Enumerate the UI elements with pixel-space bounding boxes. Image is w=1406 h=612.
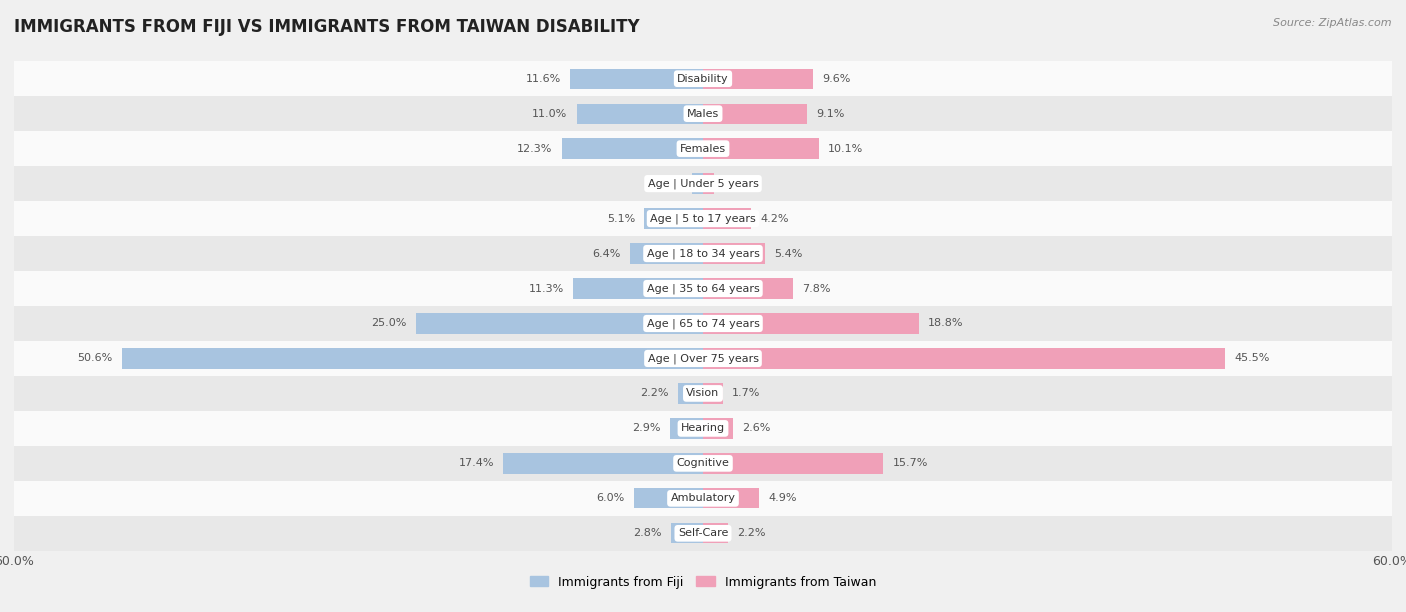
Text: 1.0%: 1.0% [724, 179, 752, 188]
Text: 12.3%: 12.3% [517, 144, 553, 154]
Text: Age | Over 75 years: Age | Over 75 years [648, 353, 758, 364]
Text: 45.5%: 45.5% [1234, 354, 1270, 364]
Text: 18.8%: 18.8% [928, 318, 963, 329]
Text: 10.1%: 10.1% [828, 144, 863, 154]
Text: 2.2%: 2.2% [738, 528, 766, 539]
Text: 2.9%: 2.9% [633, 424, 661, 433]
Bar [630, 244, 703, 264]
Text: 7.8%: 7.8% [801, 283, 831, 294]
Text: 2.2%: 2.2% [640, 389, 669, 398]
Bar [692, 173, 703, 194]
Text: Age | 18 to 34 years: Age | 18 to 34 years [647, 248, 759, 259]
Bar [14, 271, 1392, 306]
Text: 2.6%: 2.6% [742, 424, 770, 433]
Bar [703, 278, 793, 299]
Bar [14, 516, 1392, 551]
Text: Females: Females [681, 144, 725, 154]
Bar [14, 201, 1392, 236]
Text: Age | 65 to 74 years: Age | 65 to 74 years [647, 318, 759, 329]
Bar [574, 278, 703, 299]
Bar [703, 173, 714, 194]
Text: IMMIGRANTS FROM FIJI VS IMMIGRANTS FROM TAIWAN DISABILITY: IMMIGRANTS FROM FIJI VS IMMIGRANTS FROM … [14, 18, 640, 36]
Text: 11.0%: 11.0% [533, 109, 568, 119]
Bar [14, 96, 1392, 131]
Text: Age | Under 5 years: Age | Under 5 years [648, 178, 758, 189]
Text: Vision: Vision [686, 389, 720, 398]
Bar [14, 341, 1392, 376]
Bar [503, 453, 703, 474]
Text: 4.2%: 4.2% [761, 214, 789, 223]
Bar [14, 306, 1392, 341]
Text: 9.1%: 9.1% [817, 109, 845, 119]
Text: 5.4%: 5.4% [775, 248, 803, 258]
Bar [703, 453, 883, 474]
Bar [14, 166, 1392, 201]
Bar [703, 138, 818, 159]
Text: 6.0%: 6.0% [596, 493, 624, 503]
Bar [569, 69, 703, 89]
Bar [703, 383, 723, 403]
Text: Males: Males [688, 109, 718, 119]
Bar [14, 411, 1392, 446]
Text: 9.6%: 9.6% [823, 73, 851, 84]
Bar [703, 348, 1226, 368]
Bar [703, 488, 759, 509]
Legend: Immigrants from Fiji, Immigrants from Taiwan: Immigrants from Fiji, Immigrants from Ta… [524, 570, 882, 594]
Bar [703, 69, 813, 89]
Text: 2.8%: 2.8% [633, 528, 662, 539]
Text: 4.9%: 4.9% [769, 493, 797, 503]
Bar [703, 244, 765, 264]
Bar [703, 103, 807, 124]
Bar [669, 418, 703, 439]
Text: Ambulatory: Ambulatory [671, 493, 735, 503]
Text: 11.3%: 11.3% [529, 283, 564, 294]
Bar [14, 236, 1392, 271]
Bar [14, 376, 1392, 411]
Text: 6.4%: 6.4% [592, 248, 620, 258]
Bar [14, 481, 1392, 516]
Bar [14, 446, 1392, 481]
Text: Self-Care: Self-Care [678, 528, 728, 539]
Bar [562, 138, 703, 159]
Text: 50.6%: 50.6% [77, 354, 112, 364]
Bar [703, 523, 728, 543]
Text: 17.4%: 17.4% [458, 458, 494, 468]
Bar [122, 348, 703, 368]
Bar [703, 418, 733, 439]
Text: 25.0%: 25.0% [371, 318, 406, 329]
Text: Cognitive: Cognitive [676, 458, 730, 468]
Text: 0.92%: 0.92% [648, 179, 683, 188]
Bar [14, 61, 1392, 96]
Text: Disability: Disability [678, 73, 728, 84]
Text: 1.7%: 1.7% [731, 389, 761, 398]
Bar [703, 209, 751, 229]
Bar [644, 209, 703, 229]
Text: Age | 35 to 64 years: Age | 35 to 64 years [647, 283, 759, 294]
Text: 15.7%: 15.7% [893, 458, 928, 468]
Text: Source: ZipAtlas.com: Source: ZipAtlas.com [1274, 18, 1392, 28]
Bar [416, 313, 703, 334]
Text: Age | 5 to 17 years: Age | 5 to 17 years [650, 214, 756, 224]
Bar [634, 488, 703, 509]
Text: 5.1%: 5.1% [607, 214, 636, 223]
Text: Hearing: Hearing [681, 424, 725, 433]
Text: 11.6%: 11.6% [526, 73, 561, 84]
Bar [576, 103, 703, 124]
Bar [678, 383, 703, 403]
Bar [671, 523, 703, 543]
Bar [14, 131, 1392, 166]
Bar [703, 313, 920, 334]
